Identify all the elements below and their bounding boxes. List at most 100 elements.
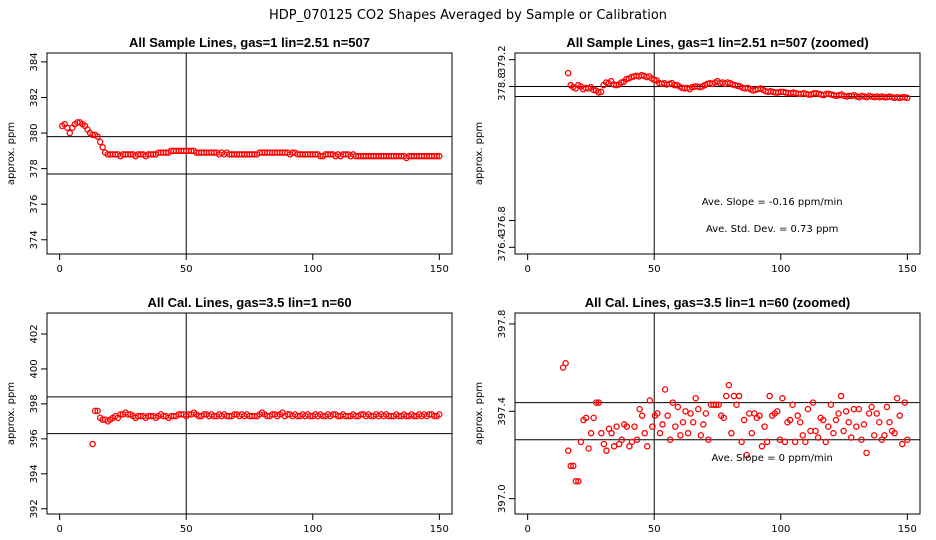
data-point	[763, 438, 771, 446]
data-point	[643, 443, 651, 450]
data-point	[730, 392, 738, 400]
data-point	[694, 405, 702, 413]
data-point	[96, 138, 104, 146]
data-point	[436, 411, 443, 418]
data-point	[669, 399, 676, 406]
data-point	[740, 416, 748, 424]
annotation: Ave. Slope = -0.16 ppm/min	[702, 197, 843, 208]
data-point	[807, 427, 814, 435]
annotation: Ave. Std. Dev. = 0.73 ppm	[706, 224, 838, 235]
data-point	[898, 440, 906, 448]
y-tick-label: 397.8	[497, 310, 508, 339]
data-point	[608, 429, 615, 437]
data-point	[835, 410, 842, 417]
data-point	[697, 432, 705, 439]
data-point	[850, 405, 858, 413]
data-point	[725, 381, 733, 389]
data-point	[830, 429, 837, 437]
data-point	[562, 359, 569, 367]
data-point	[582, 414, 590, 422]
x-tick-label: 0	[56, 524, 62, 535]
data-point	[865, 410, 873, 417]
data-point	[855, 405, 863, 413]
data-point	[837, 392, 845, 400]
data-point	[886, 418, 893, 426]
data-point	[766, 392, 773, 400]
data-point	[436, 152, 443, 160]
data-point	[598, 429, 605, 437]
x-tick-label: 50	[180, 264, 193, 275]
data-point	[613, 423, 620, 430]
data-point	[825, 423, 832, 430]
y-tick-label: 380	[29, 123, 40, 142]
y-axis-label: approx. ppm	[6, 122, 17, 185]
data-point	[666, 436, 674, 443]
x-tick-label: 100	[303, 524, 322, 535]
x-tick-label: 150	[898, 524, 917, 535]
data-point	[597, 88, 605, 96]
data-point	[853, 423, 860, 430]
data-point	[682, 408, 689, 415]
y-tick-label: 396	[29, 429, 40, 448]
data-point	[672, 423, 679, 430]
data-point	[809, 399, 817, 406]
data-point	[842, 408, 850, 415]
data-point	[631, 423, 638, 430]
x-tick-label: 50	[180, 524, 193, 535]
panel-title: All Cal. Lines, gas=3.5 lin=1 n=60	[147, 295, 351, 310]
data-point	[789, 401, 796, 409]
data-point	[585, 445, 592, 452]
x-tick-label: 100	[771, 264, 790, 275]
data-point	[904, 94, 911, 102]
data-point	[827, 401, 835, 409]
data-point	[659, 421, 666, 428]
data-point	[603, 447, 610, 454]
data-point	[610, 443, 618, 450]
data-point	[99, 144, 106, 151]
data-point	[94, 133, 101, 140]
y-tick-label: 402	[29, 324, 40, 343]
data-point	[715, 401, 722, 409]
data-point	[649, 423, 656, 430]
data-point	[901, 399, 909, 406]
data-point	[638, 412, 646, 419]
data-point	[781, 438, 789, 446]
data-point	[570, 462, 577, 470]
x-tick-label: 0	[524, 264, 530, 275]
data-point	[891, 429, 898, 437]
data-point	[575, 477, 582, 485]
data-point	[633, 436, 641, 443]
data-point	[863, 449, 870, 457]
x-tick-label: 100	[303, 264, 322, 275]
plot-frame	[514, 312, 921, 515]
y-tick-label: 392	[29, 499, 40, 518]
data-point	[700, 421, 707, 428]
data-point	[873, 410, 880, 417]
data-point	[687, 410, 694, 417]
data-point	[692, 394, 699, 402]
data-point	[745, 410, 753, 417]
data-point	[791, 438, 799, 446]
data-point	[705, 436, 712, 443]
x-tick-label: 0	[524, 524, 530, 535]
data-point	[904, 436, 911, 443]
data-point	[66, 129, 74, 137]
data-point	[847, 434, 855, 441]
panel-3: All Cal. Lines, gas=3.5 lin=1 n=60 0 50 100…	[6, 295, 453, 535]
data-point	[564, 447, 572, 454]
data-point	[723, 392, 730, 400]
data-point	[712, 401, 720, 409]
y-axis-label: approx. ppm	[6, 382, 17, 445]
panel-title: All Cal. Lines, gas=3.5 lin=1 n=60 (zoom…	[585, 295, 851, 310]
data-point	[577, 438, 585, 446]
data-point	[840, 427, 847, 435]
data-point	[641, 429, 648, 437]
y-tick-label: 400	[29, 359, 40, 378]
data-point	[564, 69, 572, 77]
data-point	[702, 410, 710, 417]
data-point	[876, 418, 883, 426]
y-tick-label: 382	[29, 88, 40, 107]
annotation: Ave. Slope = 0 ppm/min	[711, 453, 832, 464]
y-tick-label: 398	[29, 394, 40, 413]
data-point	[654, 410, 661, 417]
